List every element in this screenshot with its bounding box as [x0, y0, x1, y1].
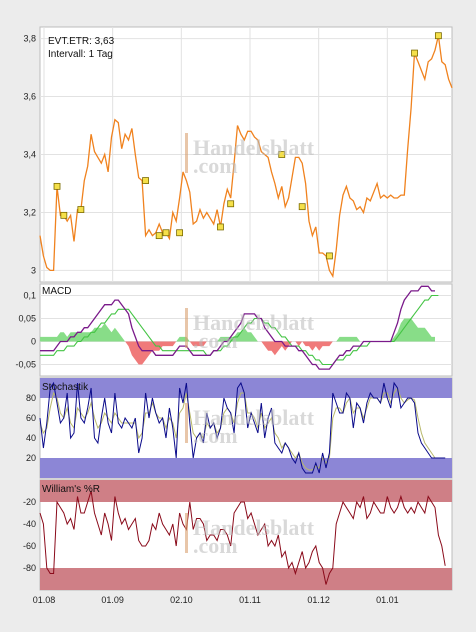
y-tick-label: 0,05: [18, 314, 36, 324]
signal-marker: [162, 229, 170, 237]
williams-r-line: [39, 490, 446, 585]
watermark-suffix: .com: [193, 153, 238, 178]
x-tick-label: 01.08: [33, 595, 56, 605]
watermark-brand: Handelsblatt: [193, 135, 315, 160]
y-tick-label: 0: [31, 337, 36, 347]
y-tick-label: 20: [26, 453, 36, 463]
y-tick-label: 80: [26, 393, 36, 403]
x-tick-label: 01.01: [376, 595, 399, 605]
watermark-suffix: .com: [193, 423, 238, 448]
stochastic-band: [40, 458, 452, 478]
panel-title: William's %R: [42, 484, 100, 495]
x-tick-label: 01.12: [307, 595, 330, 605]
watermark-suffix: .com: [193, 328, 238, 353]
y-tick-label: -60: [23, 541, 36, 551]
watermark-brand: Handelsblatt: [193, 405, 315, 430]
y-tick-label: 3,2: [23, 207, 36, 217]
signal-marker: [155, 232, 163, 240]
watermark-bar: [185, 133, 188, 173]
y-tick-label: -0,05: [15, 360, 36, 370]
x-tick-label: 01.09: [101, 595, 124, 605]
watermark-suffix: .com: [193, 533, 238, 558]
macd-line: [40, 285, 435, 370]
y-tick-label: 60: [26, 413, 36, 423]
signal-marker: [176, 229, 184, 237]
y-tick-label: -40: [23, 519, 36, 529]
williams-band: [40, 480, 452, 502]
watermark-brand: Handelsblatt: [193, 515, 315, 540]
stochastic-k-line: [39, 381, 446, 474]
chart-subtitle: Intervall: 1 Tag: [48, 49, 113, 60]
y-tick-label: 3,6: [23, 92, 36, 102]
signal-marker: [326, 252, 333, 260]
watermark-bar: [185, 513, 188, 553]
signal-marker: [217, 223, 224, 231]
price-line: [39, 35, 453, 279]
signal-marker: [60, 211, 68, 219]
y-tick-label: 0,1: [23, 291, 36, 301]
signal-marker: [278, 151, 286, 158]
signal-marker: [53, 182, 61, 190]
x-tick-label: 01.11: [239, 595, 261, 605]
watermark-bar: [185, 308, 188, 348]
signal-marker: [411, 49, 418, 57]
signal-marker: [142, 177, 149, 184]
y-tick-label: 3: [31, 265, 36, 275]
y-tick-label: -20: [23, 497, 36, 507]
x-tick-label: 02.10: [170, 595, 193, 605]
watermark-brand: Handelsblatt: [193, 310, 315, 335]
y-tick-label: 40: [26, 433, 36, 443]
watermark-bar: [185, 403, 188, 443]
stochastic-band: [40, 378, 452, 398]
y-tick-label: 3,4: [23, 150, 36, 160]
signal-marker: [434, 32, 442, 40]
signal-marker: [227, 200, 235, 208]
williams-band: [40, 568, 452, 590]
panel-title: MACD: [42, 286, 71, 297]
y-tick-label: -80: [23, 563, 36, 573]
signal-marker: [77, 206, 85, 213]
panel-title: Stochastik: [42, 382, 89, 393]
signal-marker: [298, 203, 306, 211]
y-tick-label: 3,8: [23, 34, 36, 44]
chart-title: EVT.ETR: 3,63: [48, 36, 115, 47]
